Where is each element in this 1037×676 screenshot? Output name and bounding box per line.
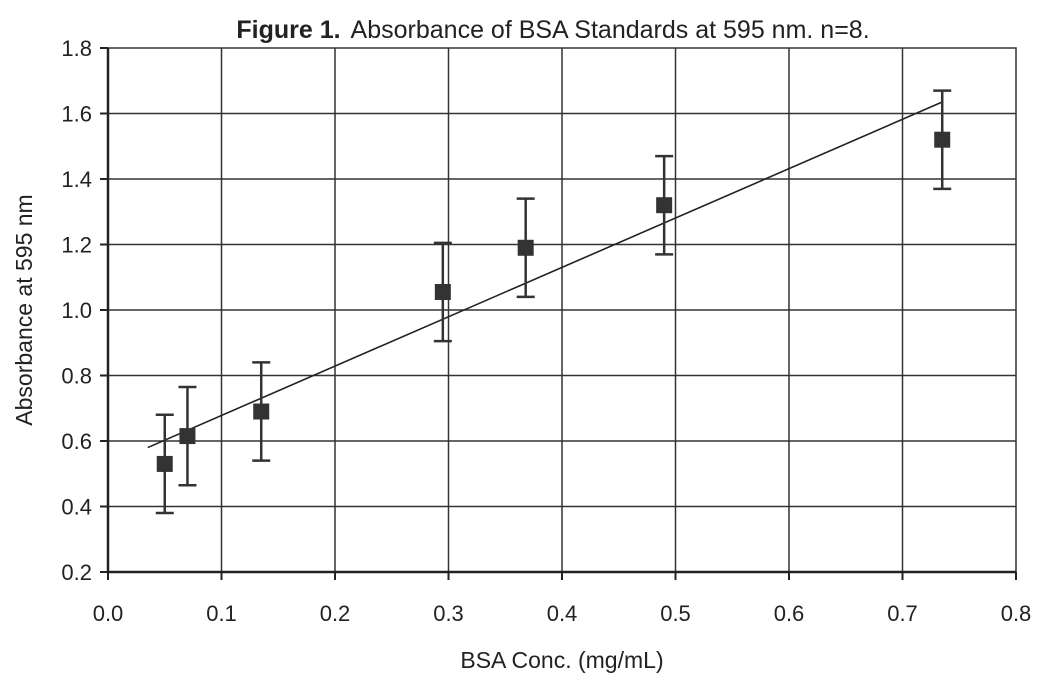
trendline-group (147, 101, 943, 449)
data-point-marker (656, 197, 673, 214)
y-tick-label: 0.6 (61, 429, 92, 454)
x-tick-label: 0.4 (547, 601, 578, 626)
data-point-marker (156, 455, 173, 472)
data-point-marker (434, 283, 451, 300)
x-axis-label: BSA Conc. (mg/mL) (460, 647, 663, 673)
gridlines (108, 48, 1016, 572)
y-tick-label: 1.8 (61, 36, 92, 61)
x-tick-label: 0.3 (433, 601, 464, 626)
y-tick-label: 0.4 (61, 495, 92, 520)
x-tick-label: 0.0 (93, 601, 124, 626)
y-tick-label: 1.4 (61, 167, 92, 192)
y-tick-label: 0.2 (61, 560, 92, 585)
chart-title-text: Absorbance of BSA Standards at 595 nm. n… (351, 16, 870, 44)
x-tick-label: 0.2 (320, 601, 351, 626)
data-point-marker (934, 131, 951, 148)
y-tick-label: 0.8 (61, 364, 92, 389)
data-point-marker (179, 428, 196, 445)
axes (100, 47, 1017, 580)
y-tick-label: 1.2 (61, 233, 92, 258)
chart-title: Figure 1. Absorbance of BSA Standards at … (236, 16, 869, 44)
y-tick-label: 1.6 (61, 102, 92, 127)
data-point-marker (517, 239, 534, 256)
x-tick-label: 0.6 (774, 601, 805, 626)
x-tick-label: 0.1 (206, 601, 237, 626)
y-axis-label: Absorbance at 595 nm (11, 194, 37, 425)
trendline (147, 101, 943, 449)
tick-labels: 0.0 0.1 0.2 0.3 0.4 0.5 0.6 0.7 0.8 0.2 0.4 0.6 0.8 1… (61, 36, 1031, 626)
x-tick-label: 0.5 (660, 601, 691, 626)
y-tick-label: 1.0 (61, 298, 92, 323)
data-points (155, 89, 952, 515)
x-tick-label: 0.8 (1001, 601, 1032, 626)
data-point-marker (253, 403, 270, 420)
x-tick-label: 0.7 (887, 601, 918, 626)
chart-title-prefix: Figure 1. (236, 16, 340, 44)
